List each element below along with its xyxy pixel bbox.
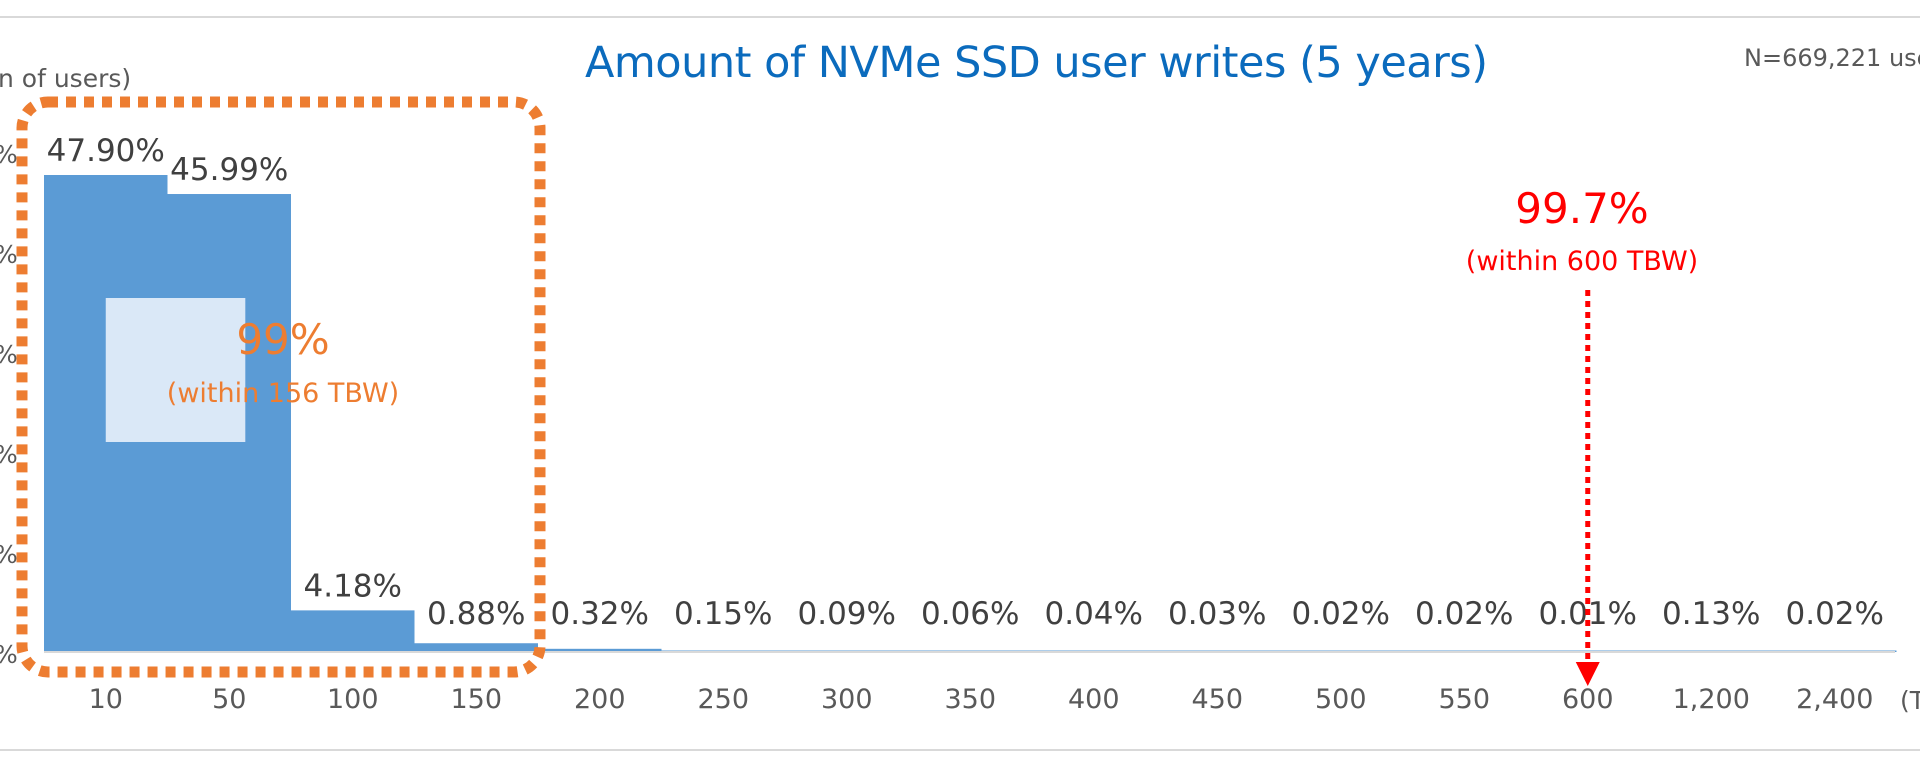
- bottom-rule: [0, 749, 1920, 751]
- top-rule: [0, 16, 1920, 18]
- x-tick-50: 50: [212, 684, 246, 715]
- value-label-150: 0.88%: [427, 596, 525, 632]
- x-tick-150: 150: [450, 684, 502, 715]
- value-label-400: 0.04%: [1045, 596, 1143, 632]
- x-tick-200: 200: [574, 684, 626, 715]
- y-tick-0: %: [0, 140, 18, 169]
- x-tick-550: 550: [1438, 684, 1490, 715]
- bar-200: [538, 648, 662, 652]
- x-tick-350: 350: [944, 684, 996, 715]
- x-tick-300: 300: [821, 684, 873, 715]
- chart-title: Amount of NVMe SSD user writes (5 years): [585, 38, 1488, 88]
- cluster-note-annotation: (within 156 TBW): [166, 378, 400, 409]
- x-tick-450: 450: [1191, 684, 1243, 715]
- value-label-10: 47.90%: [47, 133, 165, 169]
- value-label-450: 0.03%: [1168, 596, 1266, 632]
- y-tick-1: %: [0, 240, 18, 269]
- value-label-100: 4.18%: [304, 568, 402, 604]
- marker-arrowhead: [1575, 662, 1600, 686]
- x-tick-400: 400: [1068, 684, 1120, 715]
- value-label-500: 0.02%: [1292, 596, 1390, 632]
- x-tick-labels-group: 10 50 100 150 200 250 300 350 400 450 500 550 600 1,2…: [89, 684, 1874, 715]
- sample-size-label: N=669,221 use: [1744, 44, 1920, 72]
- x-tick-100: 100: [327, 684, 379, 715]
- y-tick-2: %: [0, 340, 18, 369]
- x-tick-600: 600: [1562, 684, 1614, 715]
- x-tick-500: 500: [1315, 684, 1367, 715]
- value-label-50: 45.99%: [170, 152, 288, 188]
- value-label-300: 0.09%: [798, 596, 896, 632]
- marker-note-annotation: (within 600 TBW): [1465, 246, 1699, 277]
- y-tick-3: %: [0, 440, 18, 469]
- value-label-250: 0.15%: [674, 596, 772, 632]
- value-label-550: 0.02%: [1415, 596, 1513, 632]
- value-label-350: 0.06%: [921, 596, 1019, 632]
- x-tick-250: 250: [697, 684, 749, 715]
- value-label-1,200: 0.13%: [1662, 596, 1760, 632]
- x-tick-2,400: 2,400: [1796, 684, 1873, 715]
- y-tick-4: %: [0, 540, 18, 569]
- value-label-2,400: 0.02%: [1786, 596, 1884, 632]
- value-label-200: 0.32%: [551, 596, 649, 632]
- marker-percent-annotation: 99.7%: [1515, 184, 1649, 233]
- cluster-percent-annotation: 99%: [236, 315, 330, 364]
- bar-100: [291, 610, 415, 652]
- y-tick-5: %: [0, 640, 18, 669]
- value-labels-group: 47.90%45.99% 4.18% 0.88% 0.32% 0.15% 0.09% 0.0…: [47, 133, 1884, 632]
- bar-150: [414, 643, 538, 652]
- x-tick-1,200: 1,200: [1673, 684, 1750, 715]
- cluster-dotted-frame: [16, 96, 546, 678]
- x-tick-10: 10: [89, 684, 123, 715]
- x-axis-unit: (T: [1900, 686, 1920, 715]
- y-axis-label: n of users): [0, 64, 132, 93]
- cluster-highlight-box: [105, 298, 246, 442]
